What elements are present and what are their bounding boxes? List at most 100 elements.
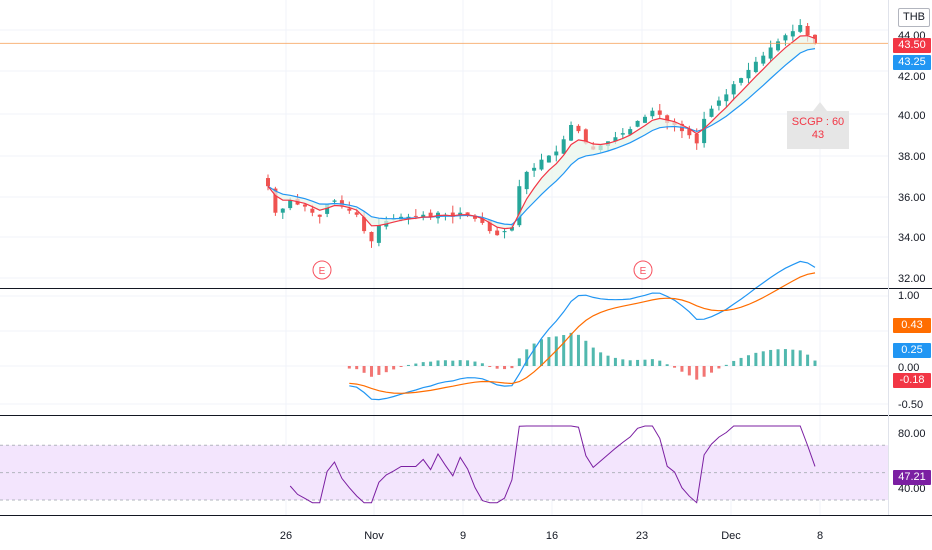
candle-body: [413, 215, 418, 217]
macd-histogram-bar: [562, 335, 566, 366]
macd-histogram-bar: [606, 355, 610, 366]
macd-histogram-bar: [466, 360, 470, 366]
candle-body: [739, 78, 744, 83]
macd-histogram-bar: [695, 366, 699, 380]
candle-body: [302, 204, 307, 207]
candle-body: [613, 137, 618, 142]
ema-cloud: [268, 35, 815, 229]
macd-histogram-bar: [547, 337, 551, 366]
candle-body: [805, 25, 810, 36]
macd-histogram-bar: [421, 362, 425, 366]
candle-body: [495, 230, 500, 236]
earnings-marker-label: E: [640, 266, 647, 277]
macd-histogram-bar: [658, 360, 662, 366]
time-axis-label: Nov: [364, 530, 384, 542]
macd-histogram-bar: [599, 352, 603, 366]
time-axis-label: 23: [635, 530, 649, 542]
rsi-pane: [289, 425, 816, 504]
candle-body: [783, 35, 788, 41]
macd-histogram-bar: [702, 366, 706, 377]
macd-histogram-bar: [384, 366, 388, 373]
macd-histogram-bar: [406, 364, 410, 366]
earnings-marker-label: E: [319, 266, 326, 277]
pane-separators: [0, 0, 932, 516]
candle-body: [480, 217, 485, 223]
macd-histogram-bar: [636, 359, 640, 366]
currency-label[interactable]: THB: [898, 8, 930, 27]
macd-histogram-bar: [628, 360, 632, 366]
price-axis-label: 38.00: [898, 151, 926, 163]
candle-body: [546, 155, 551, 163]
candle-body: [724, 94, 729, 102]
candle-body: [517, 186, 522, 226]
candle-body: [325, 204, 330, 214]
macd-histogram-bar: [739, 357, 743, 366]
candle-body: [790, 31, 795, 37]
macd-histogram-bar: [724, 364, 728, 366]
rsi-axis-label: 40.00: [898, 483, 926, 495]
signal-value-tag: 0.43: [893, 318, 931, 333]
tooltip-line-2: 43: [811, 129, 825, 141]
macd-histogram-bar: [673, 366, 677, 368]
macd-histogram-bar: [503, 366, 507, 370]
earnings-marker-circle: [633, 260, 653, 280]
candle-body: [776, 41, 781, 51]
rsi-line: [289, 425, 816, 504]
candle-body: [502, 231, 507, 233]
macd-histogram-bar: [392, 366, 396, 370]
candle-body: [310, 208, 315, 213]
macd-histogram-bar: [761, 351, 765, 366]
macd-histogram-bar: [399, 366, 403, 367]
candle-body: [332, 200, 337, 202]
macd-histogram-bar: [769, 349, 773, 366]
macd-histogram-bar: [458, 360, 462, 366]
earnings-marker[interactable]: E: [633, 260, 653, 280]
price-axis-label: 32.00: [898, 273, 926, 285]
macd-axis-label: 0.00: [898, 362, 920, 374]
macd-histogram-bar: [650, 359, 654, 366]
macd-histogram-bar: [798, 350, 802, 366]
ema-fast-line: [267, 35, 816, 230]
macd-histogram-bar: [680, 366, 684, 372]
last-price-tag: 43.50: [893, 38, 931, 53]
price-ema-lines: [0, 35, 888, 230]
candle-body: [569, 125, 574, 141]
rsi-value-tag: 47.21: [893, 470, 931, 485]
macd-histogram-bar: [687, 366, 691, 376]
candle-body: [709, 108, 714, 117]
candle-body: [465, 212, 470, 215]
macd-histogram-bar: [584, 340, 588, 366]
candle-body: [665, 115, 670, 123]
macd-histogram-bar: [710, 366, 714, 373]
earnings-marker[interactable]: E: [312, 260, 332, 280]
candle-body: [583, 129, 588, 144]
macd-histogram-bar: [451, 360, 455, 366]
candle-body: [339, 200, 344, 207]
candle-body: [458, 212, 463, 215]
ema-slow-line: [267, 48, 816, 226]
macd-histogram-bar: [591, 347, 595, 366]
candle-body: [561, 139, 566, 154]
macd-histogram-bar: [613, 357, 617, 366]
macd-histogram-bar: [414, 363, 418, 366]
price-axis-label: 36.00: [898, 192, 926, 204]
price-candles[interactable]: [266, 19, 817, 248]
candle-body: [376, 224, 381, 243]
macd-histogram-bar: [532, 343, 536, 366]
price-axis-label: 42.00: [898, 71, 926, 83]
macd-signal-line: [349, 272, 816, 394]
macd-histogram-bar: [576, 334, 580, 366]
candle-body: [657, 110, 662, 115]
candle-body: [288, 200, 293, 209]
candle-body: [524, 171, 529, 190]
macd-histogram-bar: [813, 360, 817, 366]
macd-histogram-bar: [480, 363, 484, 366]
candle-body: [532, 167, 537, 171]
symbol-tooltip: SCGP : 60 43: [787, 102, 849, 149]
time-axis-label: Dec: [721, 530, 741, 542]
macd-histogram-bar: [362, 366, 366, 373]
macd-histogram-bar: [732, 360, 736, 366]
macd-histogram-bar: [473, 361, 477, 366]
